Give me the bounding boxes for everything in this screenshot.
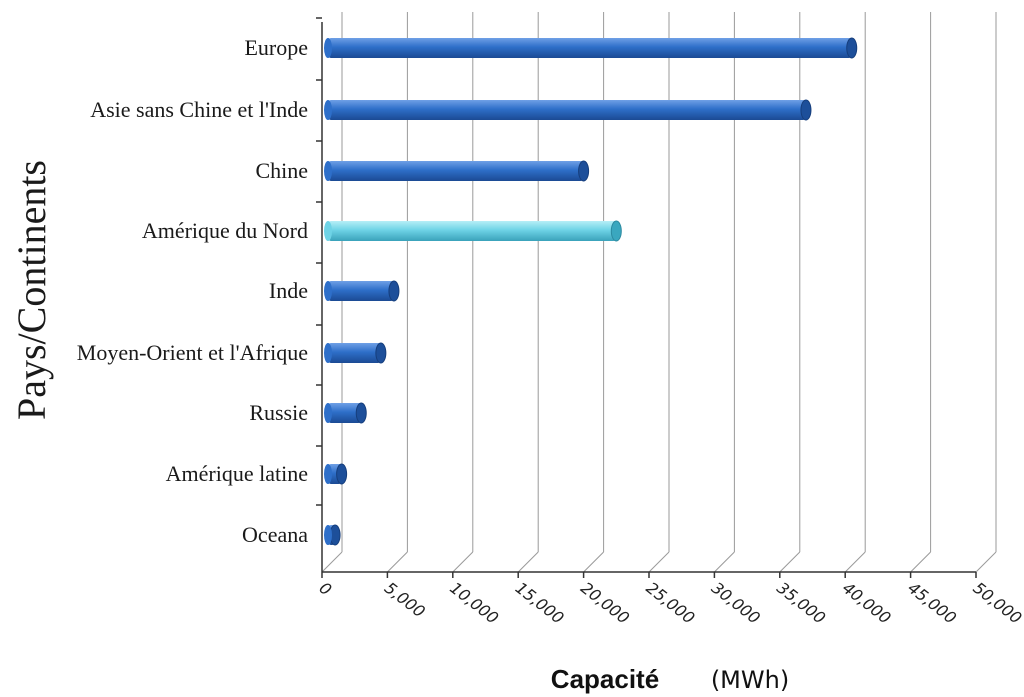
floor-gridline bbox=[714, 551, 735, 573]
x-tick-label: 0 bbox=[316, 578, 336, 599]
bar bbox=[324, 402, 367, 424]
bar bbox=[324, 37, 858, 59]
bar bbox=[324, 99, 812, 121]
x-tick-label: 5,000 bbox=[381, 578, 429, 621]
x-tick-label: 30,000 bbox=[708, 578, 764, 627]
floor-gridline bbox=[844, 551, 866, 573]
grid bbox=[316, 12, 997, 578]
bar bbox=[324, 524, 341, 546]
floor-gridline bbox=[910, 551, 931, 573]
bars bbox=[324, 37, 858, 546]
floor-gridline bbox=[452, 551, 474, 573]
bar bbox=[324, 342, 387, 364]
floor-gridline bbox=[975, 551, 997, 573]
x-tick-label: 45,000 bbox=[904, 578, 960, 627]
x-tick-labels: 0 5,000 10,000 15,000 20,000 25,000 30,000 35,0… bbox=[316, 578, 1024, 627]
y-axis-title: Pays/Continents bbox=[9, 160, 54, 420]
bar bbox=[324, 280, 400, 302]
x-tick-label: 25,000 bbox=[643, 578, 699, 627]
floor-gridline bbox=[583, 551, 604, 573]
category-label: Asie sans Chine et l'Inde bbox=[90, 97, 308, 122]
x-tick-label: 35,000 bbox=[773, 578, 829, 627]
x-tick-label: 20,000 bbox=[577, 578, 633, 627]
floor-gridline bbox=[779, 551, 801, 573]
category-labels: Europe Asie sans Chine et l'Inde Chine Amér… bbox=[77, 35, 308, 547]
category-label: Russie bbox=[249, 400, 308, 425]
floor-gridline bbox=[517, 551, 539, 573]
floor-gridline bbox=[387, 551, 408, 573]
category-label: Amérique du Nord bbox=[142, 218, 308, 243]
bar bbox=[324, 463, 348, 485]
category-label: Oceana bbox=[242, 522, 308, 547]
x-tick-label: 50,000 bbox=[970, 578, 1024, 627]
category-label: Chine bbox=[255, 158, 308, 183]
category-label: Amérique latine bbox=[166, 461, 308, 486]
category-label: Moyen-Orient et l'Afrique bbox=[77, 340, 308, 365]
floor-gridline bbox=[648, 551, 670, 573]
bar bbox=[324, 220, 622, 242]
x-axis-unit: (MWh) bbox=[711, 666, 789, 694]
floor-gridline bbox=[321, 551, 343, 573]
x-tick-label: 10,000 bbox=[446, 578, 502, 627]
category-label: Inde bbox=[269, 278, 308, 303]
x-tick-label: 15,000 bbox=[512, 578, 568, 627]
category-label: Europe bbox=[244, 35, 308, 60]
x-tick-label: 40,000 bbox=[839, 578, 895, 627]
bar bbox=[324, 160, 590, 182]
x-axis-title: Capacité bbox=[551, 664, 659, 694]
